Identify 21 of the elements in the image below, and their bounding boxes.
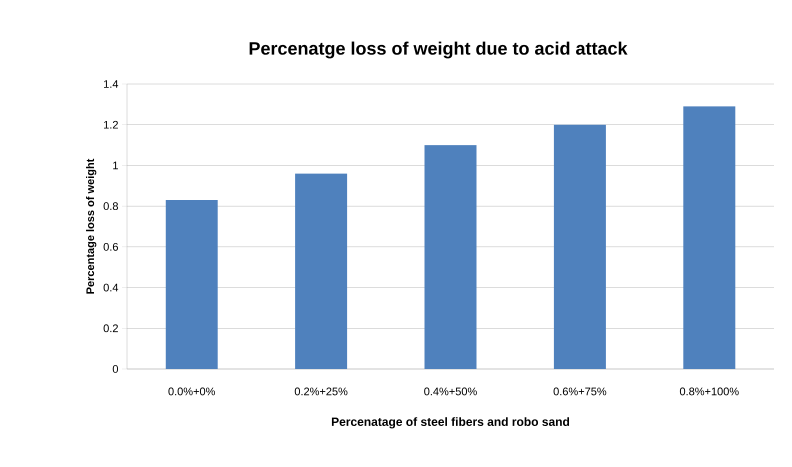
x-tick-label: 0.6%+75% xyxy=(554,388,606,396)
x-tick-label: 0.8%+100% xyxy=(680,388,739,396)
y-tick-label: 0.8 xyxy=(104,202,118,210)
y-tick-label: 0.6 xyxy=(104,242,118,251)
y-tick-label: 0.4 xyxy=(104,284,118,292)
y-tick-label: 0.2 xyxy=(104,324,118,332)
x-tick-label: 0.0%+0% xyxy=(168,388,215,396)
bar xyxy=(683,106,736,369)
bar xyxy=(424,145,477,369)
bar xyxy=(295,174,348,369)
y-tick-label: 1.2 xyxy=(104,120,118,129)
chart-title: Percenatge loss of weight due to acid attack xyxy=(250,42,628,58)
x-tick-label: 0.2%+25% xyxy=(294,388,348,396)
y-axis-title: Percentage loss of weight xyxy=(86,158,96,294)
x-axis-title: Percenatage of steel fibers and robo sand xyxy=(332,417,570,428)
y-tick-label: 0 xyxy=(112,365,118,373)
y-tick-label: 1 xyxy=(113,162,118,170)
bar xyxy=(166,200,218,369)
y-tick-label: 1.4 xyxy=(104,80,118,88)
bar xyxy=(554,124,606,369)
x-tick-label: 0.4%+50% xyxy=(424,388,477,396)
